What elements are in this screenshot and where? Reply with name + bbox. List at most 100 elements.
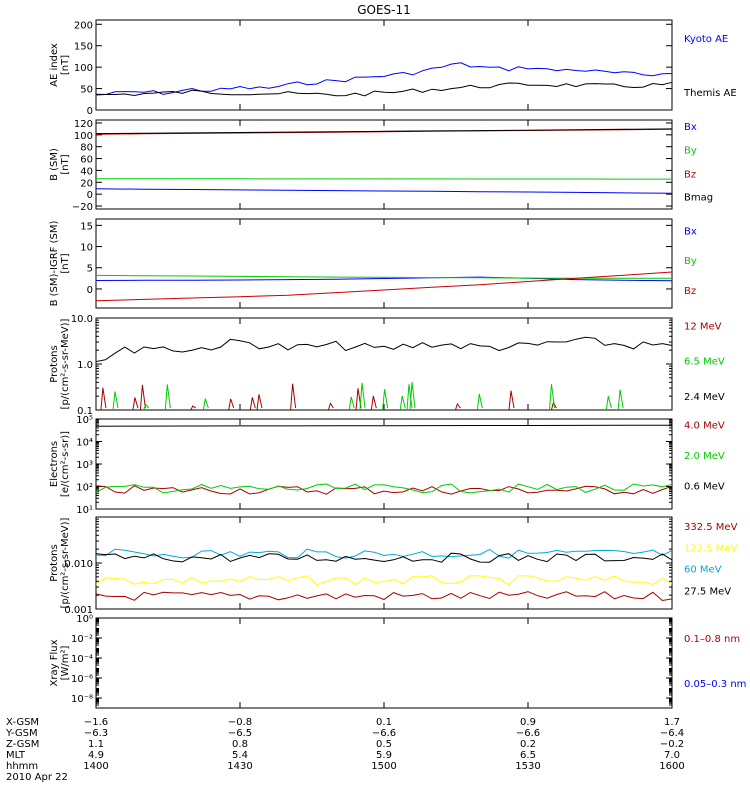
- series-segment: [348, 396, 355, 411]
- legend-label: 332.5 MeV: [684, 522, 738, 533]
- x-row-value: 7.0: [664, 750, 680, 761]
- x-row-value: 0.8: [232, 739, 248, 750]
- legend-label: 6.5 MeV: [684, 356, 725, 367]
- x-row-value: 5.4: [232, 750, 248, 761]
- y-tick-label: 10.0: [71, 314, 93, 325]
- x-row-value: 6.5: [520, 750, 536, 761]
- x-row-value: −6.5: [228, 728, 252, 739]
- series-segment: [228, 398, 235, 411]
- series-segment: [256, 394, 263, 411]
- legend-label: 0.6 MeV: [684, 482, 725, 493]
- legend-label: By: [684, 145, 697, 156]
- y-tick-label: −20: [72, 202, 93, 213]
- series-segment: [409, 382, 416, 411]
- y-tick-label: 10⁻⁸: [71, 694, 93, 705]
- legend-label: Themis AE: [683, 88, 737, 99]
- legend-label: 0.05–0.3 nm: [684, 679, 746, 690]
- y-tick-label: 1.0: [77, 360, 93, 371]
- x-row-label: hhmm: [6, 761, 38, 772]
- x-row-value: 1530: [515, 761, 540, 772]
- legend-label: Bx: [684, 122, 697, 133]
- series-bx: Bx: [95, 227, 697, 282]
- series-themis-ae: Themis AE: [95, 81, 737, 99]
- x-row-label: X-GSM: [6, 717, 39, 728]
- series-by: By: [95, 256, 697, 279]
- plot-title: GOES-11: [357, 3, 411, 17]
- panel-frame: [95, 218, 673, 309]
- series-12-mev: 12 MeV: [100, 321, 722, 411]
- y-tick-label: 0: [87, 106, 93, 117]
- y-axis-label: Electrons[e/(cm²-s-sr)]: [49, 431, 71, 497]
- x-row-value: 0.9: [520, 717, 536, 728]
- legend-label: Bmag: [684, 193, 713, 204]
- panel-5: 10¹ 10² 10³ 10⁴ 10⁵ Electrons[e/(cm²-s-sr)] 4.…: [49, 415, 725, 516]
- y-tick-label: 10³: [76, 460, 93, 471]
- series-segment: [139, 384, 146, 411]
- y-tick-label: 150: [74, 42, 93, 53]
- y-tick-label: 10⁴: [76, 438, 93, 449]
- x-row-value: 1430: [227, 761, 252, 772]
- y-tick-label: 80: [80, 143, 93, 154]
- y-tick-label: 200: [74, 20, 93, 31]
- x-row-value: −0.8: [228, 717, 252, 728]
- series-2-0-mev: 2.0 MeV: [95, 451, 725, 494]
- y-tick-label: 10⁻²: [71, 634, 93, 645]
- series-segment: [454, 402, 461, 411]
- series-segment: [249, 397, 256, 411]
- x-row-label: Z-GSM: [6, 739, 39, 750]
- x-row-value: −6.3: [84, 728, 108, 739]
- x-axis-table: X-GSM −1.6 −0.8 0.1 0.9 1.7 Y-GSM −6.3 −6.5 −6.6 −…: [5, 717, 685, 783]
- x-row-value: 1500: [371, 761, 396, 772]
- y-axis-label: Protons[p/(cm²-s-sr-MeV)]: [49, 517, 71, 608]
- series-segment: [617, 389, 624, 411]
- panel-1: 0 50 100 150 200 AE index[nT] Kyoto AE Themis A…: [49, 19, 737, 117]
- series-0-1-0-8-nm: 0.1–0.8 nm: [684, 634, 740, 645]
- series-segment: [549, 383, 555, 411]
- y-axis-label: B (SM)[nT]: [49, 148, 71, 181]
- series-line: [95, 483, 673, 494]
- series-line: [95, 548, 673, 559]
- x-row-value: −6.6: [372, 728, 396, 739]
- series-332-5-mev: 332.5 MeV: [95, 522, 738, 602]
- series-60-mev: 60 MeV: [95, 548, 722, 576]
- x-row-value: −6.4: [660, 728, 684, 739]
- x-row-value: 0.2: [520, 739, 536, 750]
- series-27-5-mev: 27.5 MeV: [95, 552, 731, 598]
- series-line: [95, 591, 673, 602]
- y-axis-label: AE index[nT]: [49, 43, 71, 87]
- y-tick-label: 10⁻⁶: [71, 674, 93, 685]
- y-tick-label: 10⁵: [76, 415, 93, 426]
- y-tick-label: 120: [74, 119, 93, 130]
- series-kyoto-ae: Kyoto AE: [95, 34, 728, 96]
- y-tick-label: 40: [80, 166, 93, 177]
- legend-label: By: [684, 256, 697, 267]
- legend-label: 2.0 MeV: [684, 451, 725, 462]
- series-bmag: Bmag: [95, 128, 713, 204]
- legend-label: 4.0 MeV: [684, 420, 725, 431]
- series-segment: [112, 391, 119, 411]
- x-row-value: 1.1: [88, 739, 104, 750]
- series-line: [95, 128, 673, 135]
- plot-date: 2010 Apr 22: [6, 772, 68, 783]
- y-tick-label: 50: [80, 85, 93, 96]
- legend-label: Bz: [684, 169, 696, 180]
- y-tick-label: 0: [87, 190, 93, 201]
- series-bz: Bz: [95, 128, 696, 180]
- y-tick-label: 10: [80, 243, 93, 254]
- series-segment: [143, 403, 150, 411]
- x-row-value: 0.5: [376, 739, 392, 750]
- y-tick-label: 100: [74, 131, 93, 142]
- series-segment: [100, 387, 107, 411]
- x-row-label: MLT: [6, 750, 26, 761]
- y-tick-label: 0.010: [64, 559, 93, 570]
- series-segment: [476, 393, 483, 411]
- x-row-value: 0.1: [376, 717, 392, 728]
- series-line: [95, 552, 673, 563]
- series-segment: [355, 388, 362, 411]
- legend-label: 0.1–0.8 nm: [684, 634, 740, 645]
- series-line: [95, 485, 673, 495]
